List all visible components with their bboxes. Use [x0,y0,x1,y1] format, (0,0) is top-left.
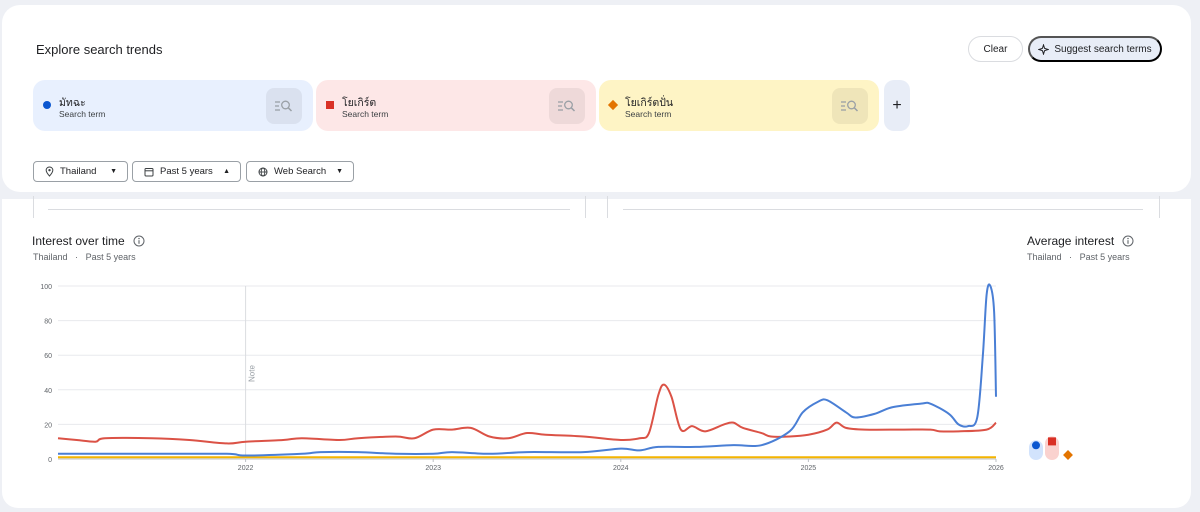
y-tick-label: 100 [40,284,52,291]
search-term-type: Search term [59,109,106,119]
subtitle-region: Thailand [1027,252,1062,262]
y-tick-label: 20 [44,422,52,429]
caret-up-icon: ▲ [223,168,230,175]
panel-border [33,196,34,218]
average-marker-1 [1032,441,1040,450]
search-term-chip-1[interactable]: มัทฉะ Search term [33,80,313,131]
search-term-chip-3[interactable]: โยเกิร์ตปั่น Search term [599,80,879,131]
search-term-type: Search term [342,109,389,119]
y-tick-label: 0 [48,457,52,464]
y-tick-label: 60 [44,353,52,360]
location-pin-icon [45,166,54,177]
search-term-chip-2[interactable]: โยเกิร์ต Search term [316,80,596,131]
search-term-name: มัทฉะ [59,97,86,109]
time-filter-label: Past 5 years [160,166,213,177]
add-term-button[interactable]: + [884,80,910,131]
subtitle-period: Past 5 years [1079,252,1130,262]
y-tick-label: 40 [44,388,52,395]
search-term-name: โยเกิร์ต [342,97,377,109]
globe-icon [258,167,268,177]
interest-over-time-title: Interest over time [32,234,145,248]
info-icon[interactable] [133,235,145,247]
sparkle-icon [1038,43,1050,55]
term-diamond-marker-icon [607,99,619,111]
x-tick-label: 2025 [801,465,817,472]
x-tick-label: 2026 [988,465,1004,472]
search-term-type: Search term [625,109,672,119]
x-tick-label: 2024 [613,465,629,472]
page-title: Explore search trends [36,42,163,57]
interest-over-time-chart: 0 20 40 60 80 100 2022 2023 2024 2025 2026 Note [40,283,1075,472]
subtitle-period: Past 5 years [85,252,136,262]
subtitle-separator: · [75,252,79,262]
info-icon[interactable] [1122,235,1134,247]
panel-border [607,196,608,218]
average-interest-subtitle: Thailand · Past 5 years [1027,252,1130,262]
term-circle-marker-icon [43,101,51,109]
x-tick-label: 2022 [238,465,254,472]
panel-border [585,196,586,218]
average-marker-3 [1063,450,1073,460]
average-interest-title: Average interest [1027,234,1134,248]
caret-down-icon: ▼ [110,168,117,175]
term-search-icon[interactable] [549,88,585,124]
subtitle-region: Thailand [33,252,68,262]
interest-over-time-subtitle: Thailand · Past 5 years [33,252,136,262]
search-term-name: โยเกิร์ตปั่น [625,97,674,109]
section-title-text: Interest over time [32,234,125,248]
panel-border [1159,196,1160,218]
property-filter[interactable]: Web Search ▼ [246,161,354,182]
clear-button[interactable]: Clear [968,36,1023,62]
y-tick-label: 80 [44,319,52,326]
panel-divider [48,209,570,210]
property-filter-label: Web Search [274,166,327,177]
term-search-icon[interactable] [266,88,302,124]
subtitle-separator: · [1069,252,1073,262]
calendar-icon [144,167,154,177]
x-tick-label: 2023 [425,465,441,472]
section-title-text: Average interest [1027,234,1115,248]
term-search-icon[interactable] [832,88,868,124]
note-label: Note [248,365,257,382]
series-line-2 [57,383,997,445]
suggest-label: Suggest search terms [1054,43,1152,55]
average-marker-2 [1048,437,1056,446]
term-square-marker-icon [326,101,334,109]
panel-divider [623,209,1143,210]
suggest-search-terms-button[interactable]: Suggest search terms [1028,36,1162,62]
explore-card: Explore search trends Clear Suggest sear… [2,5,1191,192]
caret-down-icon: ▼ [336,168,343,175]
plus-icon: + [892,96,902,114]
region-filter[interactable]: Thailand ▼ [33,161,128,182]
region-filter-label: Thailand [60,166,97,177]
series-line-1 [58,283,997,457]
time-filter[interactable]: Past 5 years ▲ [132,161,241,182]
